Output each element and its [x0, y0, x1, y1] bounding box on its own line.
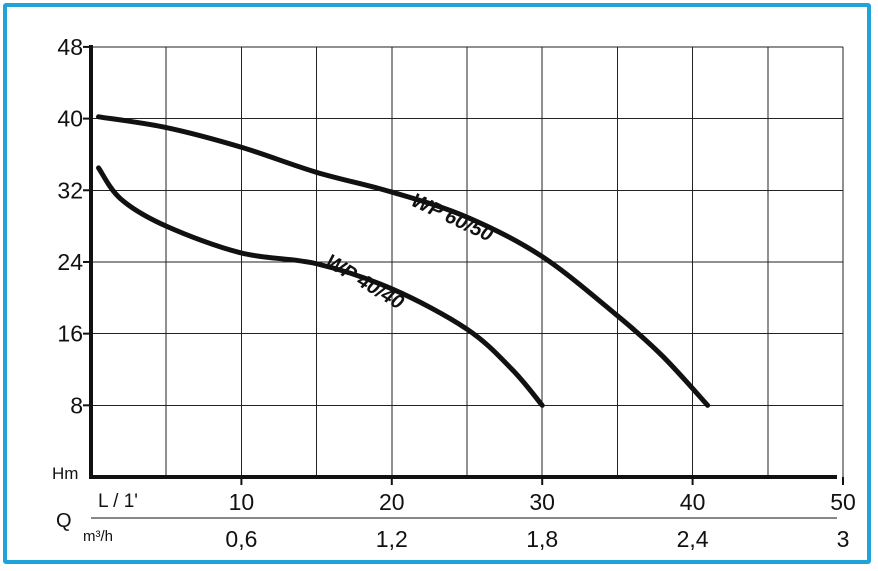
x-primary-tick-label: 50 — [830, 489, 856, 515]
y-tick-labels: 8 16 24 32 40 48 — [57, 34, 83, 418]
chart-frame — [3, 3, 871, 564]
x-secondary-unit: m³/h — [83, 528, 113, 545]
x-primary-tick-label: 10 — [229, 489, 255, 515]
axes — [89, 45, 837, 519]
x-secondary-tick-label: 3 — [837, 526, 850, 552]
x-axis-prefix: Q — [56, 510, 72, 532]
y-tick-label: 16 — [57, 321, 83, 347]
x-primary-unit: L / 1' — [98, 491, 138, 512]
y-tick-label: 32 — [57, 177, 83, 203]
x-secondary-tick-label: 1,2 — [376, 526, 408, 552]
y-tick-label: 8 — [70, 392, 83, 418]
series-line — [96, 114, 711, 408]
series-label: WP 40/40 — [321, 250, 407, 314]
y-tick-label: 40 — [57, 106, 83, 132]
x-primary-tick-label: 20 — [379, 489, 405, 515]
y-tick-label: 48 — [57, 34, 83, 60]
x-secondary-tick-label: 0,6 — [225, 526, 257, 552]
x-primary-tick-label: 40 — [680, 489, 706, 515]
curves — [96, 114, 711, 408]
grid — [83, 45, 844, 485]
y-unit-label: Hm — [52, 464, 78, 483]
x-primary-tick-label: 30 — [529, 489, 555, 515]
x-tick-labels: 10 0,6 20 1,2 30 1,8 40 2,4 50 3 — [225, 489, 855, 552]
x-secondary-tick-label: 1,8 — [526, 526, 558, 552]
y-tick-label: 24 — [57, 249, 83, 275]
x-secondary-tick-label: 2,4 — [677, 526, 709, 552]
series-line — [96, 165, 545, 408]
series-label: WP 60/50 — [408, 190, 496, 247]
